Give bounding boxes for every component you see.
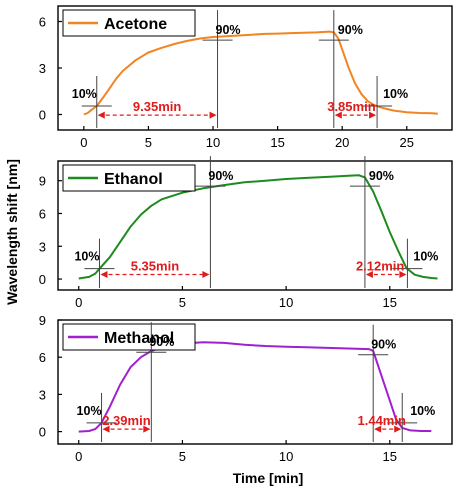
y-axis-label: Wavelength shift [nm]: [4, 159, 20, 305]
rise-end-marker-label: 90%: [149, 335, 174, 349]
y-tick-label: 3: [39, 61, 46, 76]
y-tick-label: 0: [39, 272, 46, 287]
fall-time-label: 1.44min: [358, 413, 406, 428]
legend-label: Ethanol: [104, 171, 163, 188]
plot-frame: [57, 319, 453, 445]
fall-time-label: 3.85min: [327, 99, 375, 114]
fall-start-marker-label: 90%: [371, 338, 396, 352]
chart-panel-ethanol: 0 5 10 15 0 3 6 9 Ethanol 10% 90% 90% 10% 5.35min 2.12…: [39, 156, 453, 310]
x-tick-label: 5: [179, 295, 186, 310]
fall-time-arrow-head-left: [334, 111, 342, 119]
fall-time-arrow-head-right: [369, 111, 377, 119]
x-tick-label: 10: [206, 135, 220, 150]
y-tick-label: 6: [39, 206, 46, 221]
series-line-acetone: [83, 30, 438, 116]
chart-panel-acetone: 0 5 10 15 20 25 0 3 6 Acetone 10% 90% 90% 10% 9.35min 3…: [39, 5, 453, 150]
rise-end-marker-label: 90%: [208, 169, 233, 183]
x-tick-label: 5: [179, 449, 186, 464]
y-tick-label: 9: [39, 174, 46, 189]
y-tick-label: 0: [39, 425, 46, 440]
rise-time-arrow-head-right: [209, 111, 217, 119]
x-tick-label: 0: [75, 449, 82, 464]
fall-start-marker-label: 90%: [369, 169, 394, 183]
y-tick-label: 0: [39, 108, 46, 123]
rise-start-marker-label: 10%: [74, 250, 99, 264]
x-axis-label: Time [min]: [233, 470, 304, 486]
fall-time-arrow-head-right: [394, 425, 402, 433]
legend-label: Acetone: [104, 16, 167, 33]
fall-time-arrow-head-left: [374, 425, 382, 433]
x-tick-label: 15: [383, 449, 397, 464]
y-tick-label: 6: [39, 15, 46, 30]
rise-time-label: 9.35min: [133, 99, 181, 114]
x-tick-label: 0: [80, 135, 87, 150]
fall-end-marker-label: 10%: [413, 250, 438, 264]
series-line-methanol: [78, 341, 432, 433]
rise-time-arrow-head-right: [202, 271, 210, 279]
legend: Ethanol: [62, 164, 196, 192]
x-tick-label: 20: [335, 135, 349, 150]
x-tick-label: 15: [383, 295, 397, 310]
rise-time-arrow-head-left: [100, 271, 108, 279]
y-tick-label: 6: [39, 350, 46, 365]
fall-time-arrow-head-left: [365, 271, 373, 279]
fall-end-marker-label: 10%: [383, 87, 408, 101]
rise-time-arrow-head-left: [102, 425, 110, 433]
x-tick-label: 0: [75, 295, 82, 310]
panels: 0 5 10 15 20 25 0 3 6 Acetone 10% 90% 90% 10% 9.35min 3…: [39, 5, 453, 464]
rise-time-label: 2.39min: [102, 413, 150, 428]
y-tick-label: 9: [39, 313, 46, 328]
y-tick-label: 3: [39, 387, 46, 402]
x-tick-label: 5: [145, 135, 152, 150]
fall-time-arrow-head-right: [399, 271, 407, 279]
x-tick-label: 10: [279, 295, 293, 310]
y-tick-label: 3: [39, 239, 46, 254]
rise-time-arrow-head-left: [97, 111, 105, 119]
legend: Methanol: [62, 323, 196, 351]
legend-label: Methanol: [104, 330, 174, 347]
rise-end-marker-label: 90%: [216, 23, 241, 37]
rise-start-marker-label: 10%: [77, 404, 102, 418]
legend: Acetone: [62, 9, 196, 37]
fall-time-label: 2.12min: [356, 259, 404, 274]
x-tick-label: 25: [400, 135, 414, 150]
x-tick-label: 15: [270, 135, 284, 150]
x-tick-label: 10: [279, 449, 293, 464]
rise-time-label: 5.35min: [131, 259, 179, 274]
series-line-ethanol: [78, 174, 438, 280]
rise-time-arrow-head-right: [143, 425, 151, 433]
fall-end-marker-label: 10%: [410, 404, 435, 418]
fall-start-marker-label: 90%: [338, 23, 363, 37]
rise-start-marker-label: 10%: [72, 87, 97, 101]
plot-frame: [57, 160, 453, 291]
